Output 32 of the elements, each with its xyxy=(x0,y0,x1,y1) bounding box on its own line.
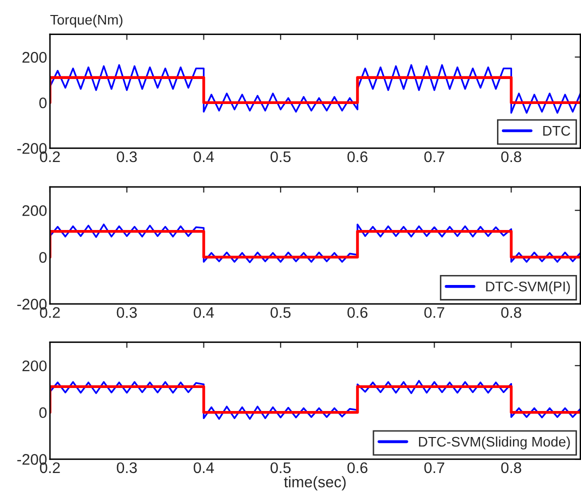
y-axis-title: Torque(Nm) xyxy=(50,14,122,28)
x-tick-label: 0.4 xyxy=(194,151,214,162)
legend-label: DTC-SVM(Sliding Mode) xyxy=(419,436,570,450)
x-tick-label: 0.3 xyxy=(116,462,137,474)
x-tick-label: 0.6 xyxy=(347,307,368,318)
x-tick-label: 0.6 xyxy=(347,462,368,474)
x-tick-label: 0.7 xyxy=(424,462,444,474)
y-tick-label: 200 xyxy=(22,360,47,372)
y-tick-label: 0 xyxy=(39,97,47,108)
y-tick-label: 0 xyxy=(39,407,47,418)
legend-label: DTC xyxy=(543,126,570,136)
x-axis-title: time(sec) xyxy=(284,476,346,490)
x-tick-label: 0.3 xyxy=(116,307,137,318)
x-tick-label: 0.8 xyxy=(501,151,522,162)
line-series xyxy=(50,224,580,264)
y-tick-label: 0 xyxy=(39,252,47,263)
y-tick-label: 200 xyxy=(22,52,47,63)
x-tick-label: 0.4 xyxy=(194,307,214,318)
x-tick-label: 0.8 xyxy=(501,462,522,474)
y-tick-label: 200 xyxy=(22,205,47,216)
x-tick-label: 0.5 xyxy=(270,462,291,474)
legend-label: DTC-SVM(PI) xyxy=(486,281,570,294)
x-tick-label: 0.5 xyxy=(270,151,291,162)
x-tick-label: 0.4 xyxy=(194,462,214,474)
line-series xyxy=(50,380,580,420)
x-tick-label: 0.7 xyxy=(424,307,444,318)
x-tick-label: 0.6 xyxy=(347,151,368,162)
x-tick-label: 0.3 xyxy=(116,151,137,162)
x-tick-label: 0.5 xyxy=(270,307,291,318)
x-tick-label: 0.8 xyxy=(501,307,522,318)
x-tick-label: 0.7 xyxy=(424,151,444,162)
line-series xyxy=(50,64,580,114)
